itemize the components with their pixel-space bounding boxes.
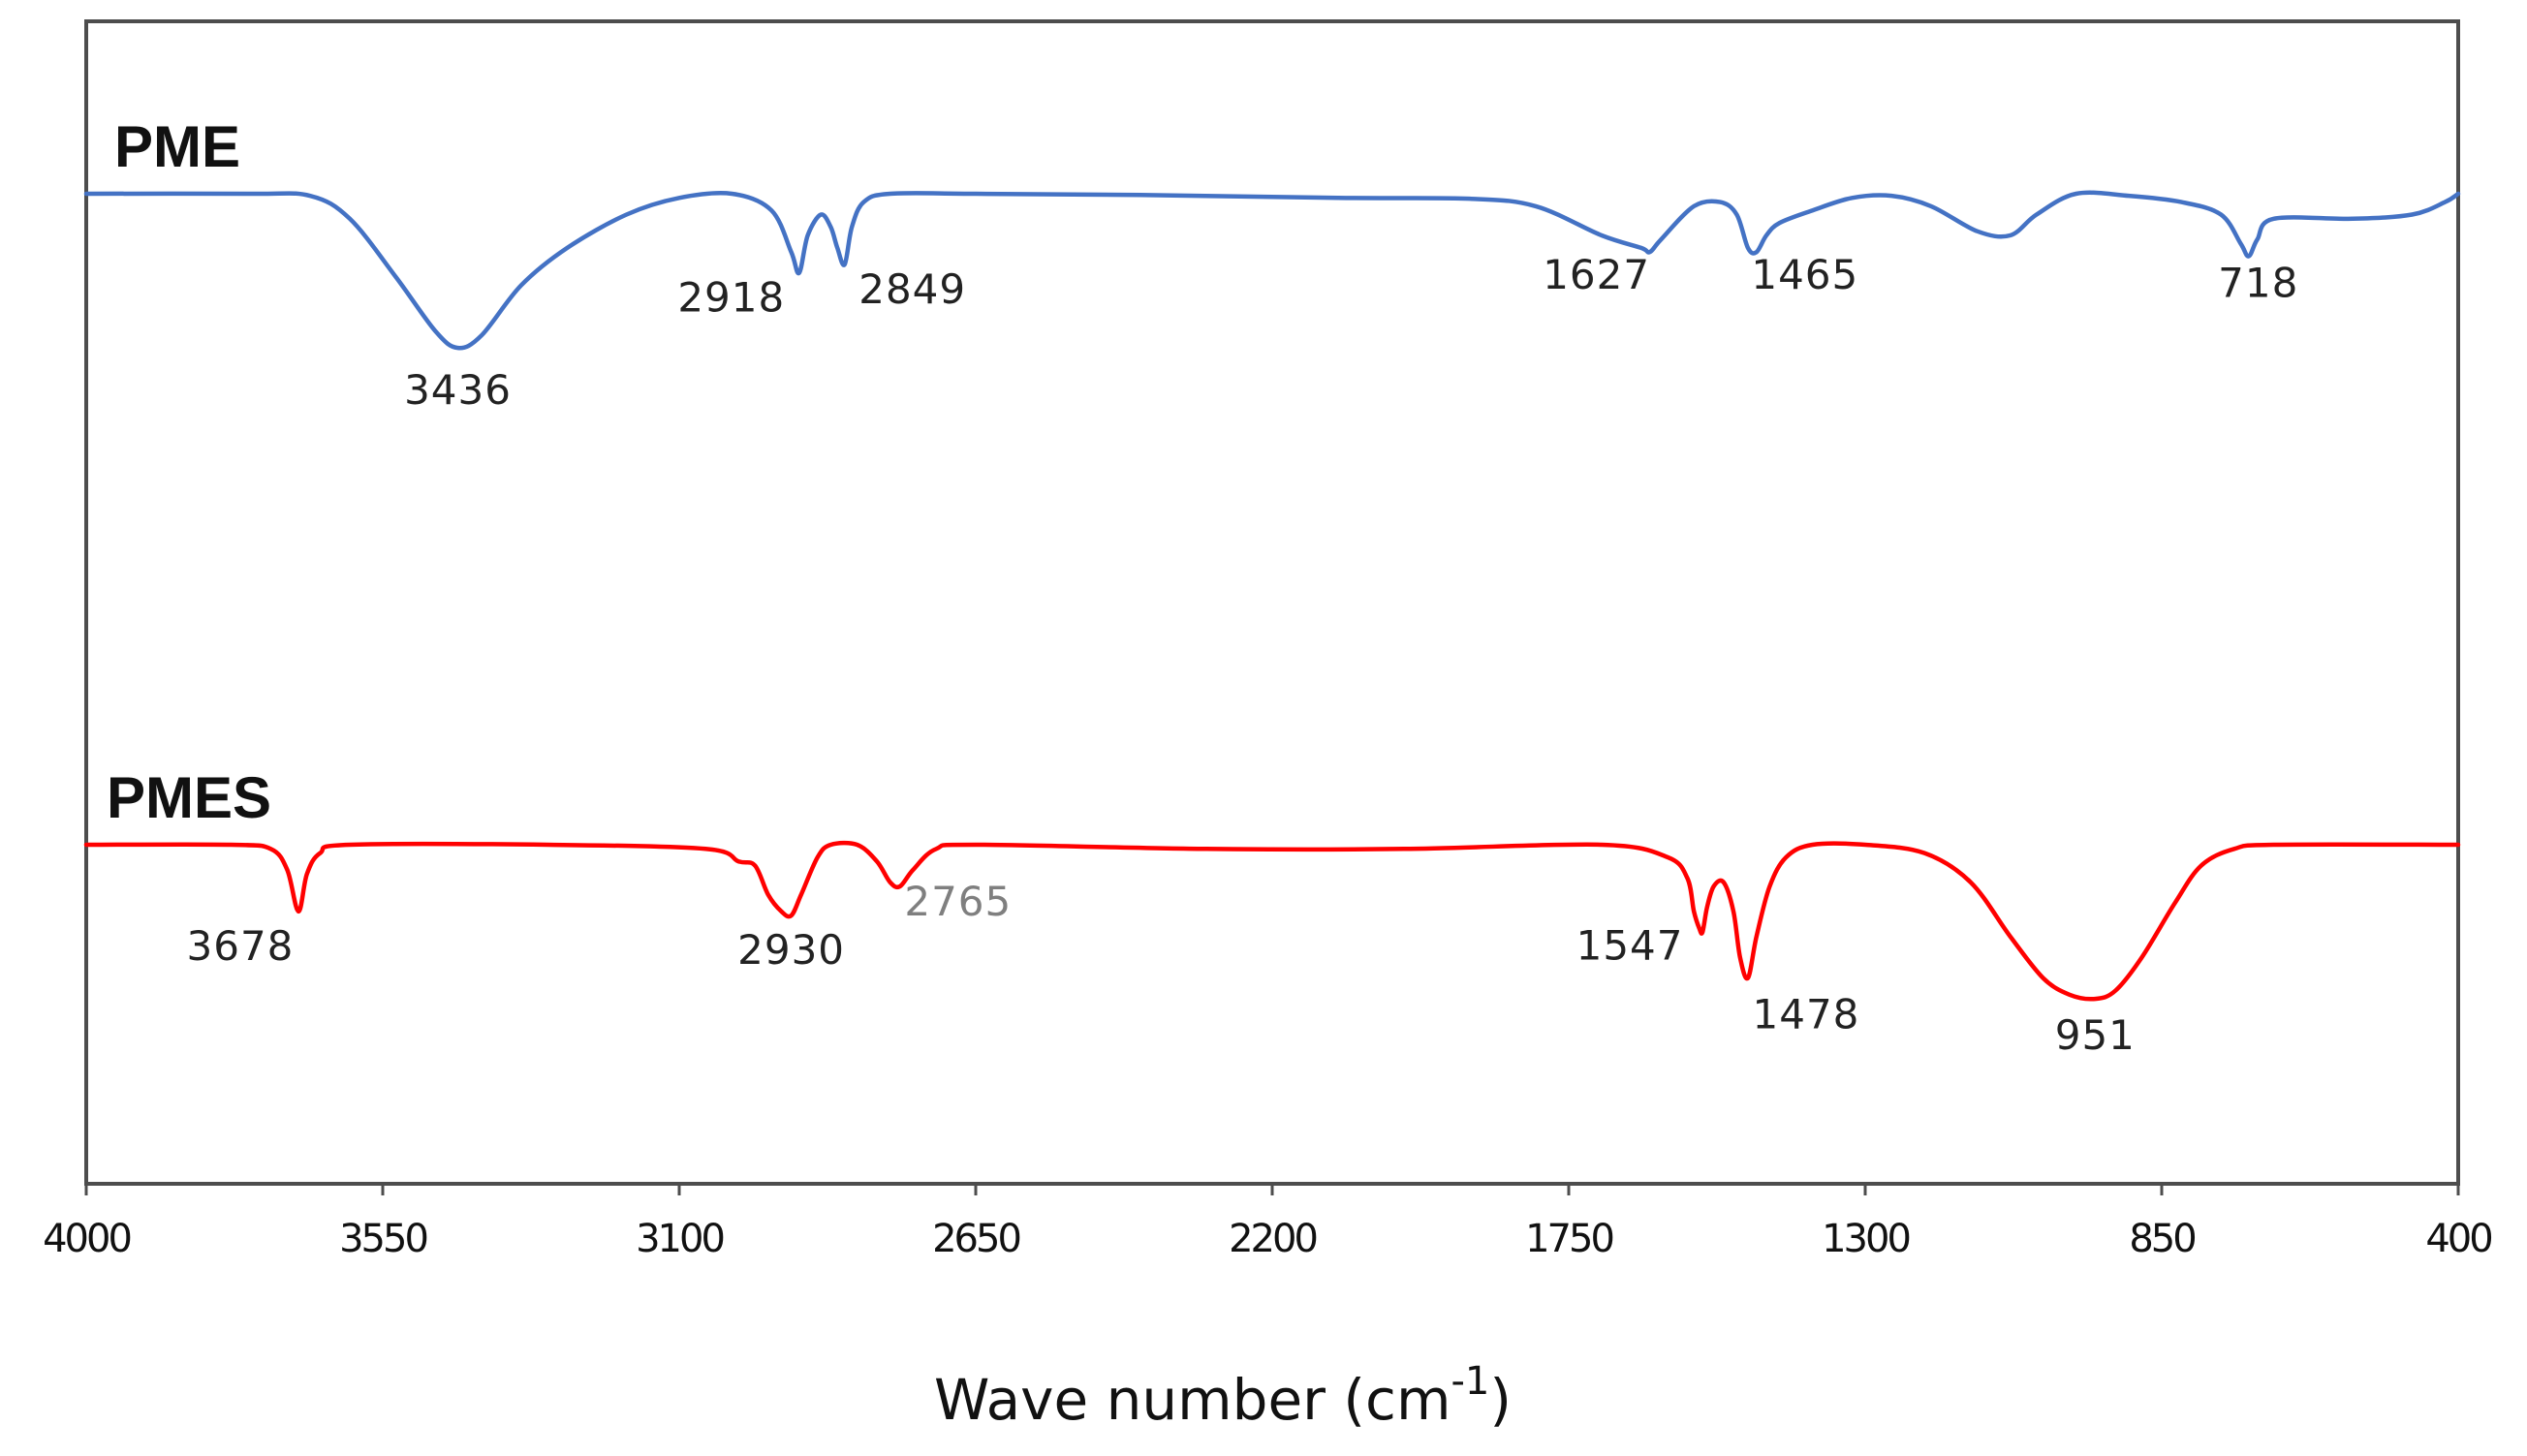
peak-label: 2849 xyxy=(858,265,966,313)
peak-point xyxy=(797,271,801,275)
peak-label: 2918 xyxy=(677,274,785,322)
peak-point xyxy=(2093,997,2097,1001)
peak-point xyxy=(456,346,460,350)
peak-label: 1627 xyxy=(1543,251,1650,298)
peak-label: 1465 xyxy=(1751,251,1858,298)
x-tick-label: 1750 xyxy=(1525,1217,1612,1261)
peak-point xyxy=(1746,976,1750,980)
x-tick-label: 1300 xyxy=(1822,1217,1909,1261)
peak-label: 951 xyxy=(2055,1011,2136,1059)
peak-point xyxy=(296,910,300,914)
x-tick-label: 2200 xyxy=(1229,1217,1316,1261)
x-axis-title-close: ) xyxy=(1489,1367,1512,1433)
x-tick-label: 850 xyxy=(2129,1217,2195,1261)
x-axis-ticks: 4000 3550 3100 2650 2200 1750 1300 850 400 xyxy=(43,1184,2494,1261)
peak-label: 718 xyxy=(2218,260,2298,307)
series-layer xyxy=(83,190,2461,1002)
peak-point xyxy=(1700,930,1704,934)
x-tick-label: 4000 xyxy=(43,1217,130,1261)
peak-point xyxy=(1648,250,1652,254)
peak-point xyxy=(2247,255,2251,258)
series-line-pmes xyxy=(83,840,2461,1002)
peak-label: 1547 xyxy=(1576,921,1684,969)
labels-layer: 3436 2918 2849 1627 1465 718 3678 2930 2765 1547 1… xyxy=(187,251,2298,1059)
x-axis-title-superscript: -1 xyxy=(1451,1359,1489,1404)
peak-label: 2765 xyxy=(904,878,1012,925)
peak-label: 2930 xyxy=(737,926,845,974)
series-label-pmes: PMES xyxy=(107,765,271,830)
peak-point xyxy=(790,914,794,917)
x-tick-label: 3550 xyxy=(339,1217,426,1261)
peak-point xyxy=(843,263,847,266)
x-tick-label: 400 xyxy=(2425,1217,2491,1261)
series-label-pme: PME xyxy=(114,114,240,179)
x-tick-label: 2650 xyxy=(932,1217,1019,1261)
x-axis-title-main: Wave number (cm xyxy=(934,1367,1451,1433)
peak-label: 3678 xyxy=(187,922,295,970)
x-axis-title: Wave number (cm-1) xyxy=(934,1359,1512,1433)
peak-point xyxy=(1755,250,1759,254)
peak-label: 3436 xyxy=(404,366,512,414)
peak-point xyxy=(898,884,902,888)
peak-label: 1478 xyxy=(1753,991,1860,1038)
series-line-pme xyxy=(83,190,2461,351)
x-tick-label: 3100 xyxy=(636,1217,723,1261)
